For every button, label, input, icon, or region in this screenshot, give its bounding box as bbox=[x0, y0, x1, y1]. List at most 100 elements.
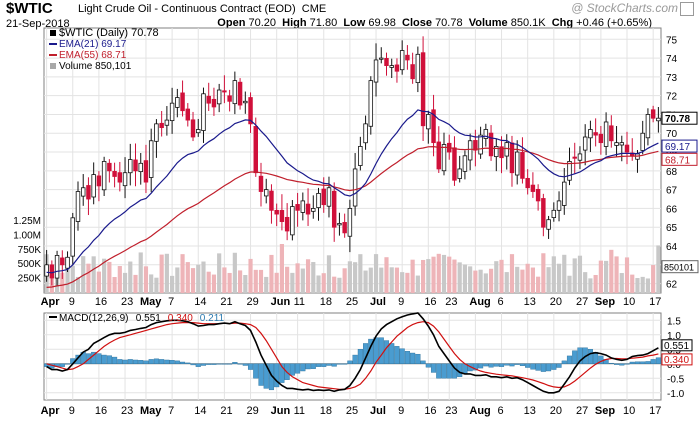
change-label: Chg bbox=[551, 17, 574, 29]
macd-histogram-bar bbox=[394, 346, 400, 364]
volume-bar bbox=[190, 268, 196, 293]
macd-histogram-bar bbox=[546, 363, 552, 372]
candle-body bbox=[112, 171, 117, 177]
volume-bar bbox=[556, 263, 562, 293]
macd-signal-line bbox=[46, 321, 659, 390]
macd-histogram-bar bbox=[253, 363, 259, 379]
x-tick-label: 23 bbox=[121, 296, 133, 308]
macd-histogram-bar bbox=[279, 363, 285, 383]
volume-bar bbox=[107, 261, 112, 293]
volume-bar bbox=[258, 269, 264, 293]
candle-body bbox=[441, 144, 447, 172]
macd-histogram-bar bbox=[347, 360, 353, 364]
volume-bar bbox=[285, 266, 290, 293]
macd-histogram-bar bbox=[305, 363, 311, 370]
macd-histogram-bar bbox=[530, 363, 536, 370]
volume-tag-label: 850101 bbox=[664, 263, 694, 273]
volume-bar bbox=[619, 273, 624, 293]
x-tick-label: 29 bbox=[247, 296, 259, 308]
volume-bar bbox=[347, 261, 352, 293]
volume-axis-tick-label: 250K bbox=[18, 274, 42, 285]
macd-histogram-bar bbox=[551, 363, 557, 370]
volume-bar bbox=[243, 275, 248, 293]
macd-x-tick-label: 9 bbox=[398, 405, 404, 417]
macd-histogram-bar bbox=[655, 357, 661, 364]
x-tick-label: 18 bbox=[320, 296, 332, 308]
volume-bar bbox=[60, 272, 65, 293]
macd-histogram-bar bbox=[645, 361, 651, 364]
volume-bar bbox=[593, 274, 598, 293]
macd-histogram-bar bbox=[216, 363, 222, 365]
macd-histogram-bar bbox=[378, 337, 384, 364]
candle-body bbox=[169, 102, 175, 122]
macd-x-tick-label: 6 bbox=[498, 405, 504, 417]
price-tag-box bbox=[661, 139, 698, 153]
volume-bar bbox=[598, 260, 603, 293]
candle-body bbox=[284, 216, 290, 232]
candle-body bbox=[133, 159, 138, 172]
volume-bar bbox=[635, 278, 640, 293]
candle-body bbox=[509, 142, 515, 174]
close-label: Close bbox=[402, 17, 432, 29]
macd-histogram-bar bbox=[519, 363, 525, 366]
volume-bar bbox=[128, 261, 133, 293]
volume-bar bbox=[102, 258, 107, 293]
macd-x-tick-label: 29 bbox=[247, 405, 259, 417]
price-axis-tick-label: 64 bbox=[666, 242, 678, 253]
x-tick-label: 21 bbox=[220, 296, 232, 308]
x-tick-label: 9 bbox=[69, 296, 75, 308]
macd-histogram-bar bbox=[91, 351, 97, 364]
candle-body bbox=[65, 256, 70, 269]
volume-bar bbox=[462, 264, 468, 293]
macd-x-tick-label: 13 bbox=[524, 405, 536, 417]
candle-body bbox=[551, 209, 557, 218]
volume-bar bbox=[583, 272, 588, 293]
volume-bar bbox=[122, 272, 128, 293]
x-tick-label: Jun bbox=[271, 296, 291, 308]
macd-x-tick-label: 21 bbox=[220, 405, 232, 417]
candle-body bbox=[494, 146, 499, 158]
candle-body bbox=[556, 200, 562, 211]
candle-body bbox=[462, 155, 468, 172]
candle-body bbox=[593, 132, 598, 136]
macd-histogram-bar bbox=[608, 362, 614, 364]
candle-body bbox=[290, 206, 295, 236]
candle-body bbox=[546, 219, 551, 230]
volume-bar bbox=[326, 255, 332, 293]
volume-bar bbox=[645, 278, 651, 293]
macd-histogram-bar bbox=[441, 363, 447, 379]
candle-body bbox=[352, 168, 358, 207]
macd-histogram-bar bbox=[357, 349, 363, 364]
candle-body bbox=[399, 50, 405, 71]
x-tick-label: Aug bbox=[469, 296, 490, 308]
candle-body bbox=[598, 133, 604, 144]
volume-bar bbox=[253, 269, 258, 293]
macd-histogram-bar bbox=[190, 363, 196, 366]
volume-bar bbox=[117, 266, 122, 293]
x-tick-label: 9 bbox=[398, 296, 404, 308]
candle-body bbox=[300, 200, 306, 213]
macd-histogram-bar bbox=[404, 351, 410, 364]
volume-bar bbox=[222, 267, 227, 293]
macd-histogram-bar bbox=[112, 356, 118, 364]
volume-bar bbox=[368, 267, 373, 293]
candle-body bbox=[379, 57, 384, 60]
price-axis-tick-label: 73 bbox=[666, 73, 678, 84]
candle-body bbox=[248, 97, 253, 125]
candle-body bbox=[426, 114, 431, 130]
stockcharts-brand[interactable]: @ StockCharts.com bbox=[571, 1, 678, 15]
macd-histogram-bar bbox=[221, 363, 227, 365]
volume-bar bbox=[180, 254, 185, 293]
price-axis-tick-label: 70 bbox=[666, 129, 678, 140]
candle-body bbox=[373, 59, 379, 83]
candle-body bbox=[316, 192, 321, 209]
candle-body bbox=[415, 53, 421, 84]
volume-bar bbox=[525, 263, 530, 293]
candle-body bbox=[159, 122, 164, 129]
macd-histogram-bar bbox=[566, 355, 573, 364]
volume-bar bbox=[630, 274, 635, 293]
macd-histogram-bar bbox=[525, 363, 531, 368]
volume-bar bbox=[217, 253, 222, 293]
candle-body bbox=[337, 223, 342, 226]
macd-histogram-bar bbox=[247, 363, 254, 370]
